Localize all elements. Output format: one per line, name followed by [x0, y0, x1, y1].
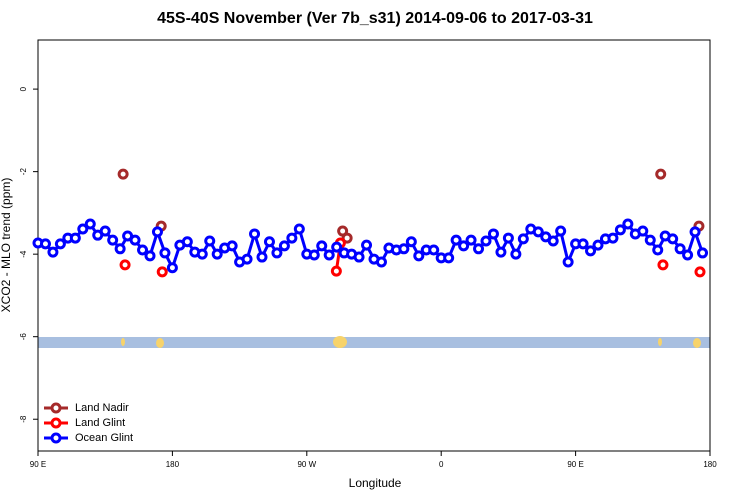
data-point	[77, 223, 89, 235]
data-point	[69, 232, 81, 244]
data-point	[547, 235, 559, 247]
data-point	[622, 218, 634, 230]
data-point	[361, 239, 373, 251]
legend-label: Ocean Glint	[75, 432, 133, 444]
data-point	[614, 224, 626, 236]
x-tick-label: 90 E	[30, 460, 46, 469]
data-point	[657, 259, 669, 271]
data-point	[502, 232, 514, 244]
legend-marker	[50, 402, 62, 414]
y-axis-label: XCO2 - MLO trend (ppm)	[0, 178, 13, 313]
data-point	[644, 234, 656, 246]
data-point	[443, 252, 455, 264]
data-point	[107, 234, 119, 246]
y-tick-label: 0	[19, 86, 28, 91]
data-point	[211, 248, 223, 260]
x-tick-label: 180	[166, 460, 180, 469]
data-point	[166, 262, 178, 274]
data-point	[480, 235, 492, 247]
data-point	[655, 168, 667, 180]
data-point	[510, 248, 522, 260]
legend-marker	[50, 417, 62, 429]
data-point	[256, 251, 268, 263]
data-point	[405, 236, 417, 248]
data-point	[674, 243, 686, 255]
data-point	[555, 225, 567, 237]
data-point	[249, 228, 261, 240]
data-point	[331, 241, 343, 253]
y-tick-label: -8	[19, 415, 28, 423]
data-point	[263, 236, 275, 248]
data-point	[577, 238, 589, 250]
surface-band	[38, 336, 710, 348]
data-point	[353, 251, 365, 263]
data-point	[47, 246, 59, 258]
data-point	[682, 249, 694, 261]
data-point	[241, 253, 253, 265]
data-point	[562, 256, 574, 268]
x-tick-label: 90 W	[297, 460, 316, 469]
data-point	[293, 223, 305, 235]
data-point	[465, 234, 477, 246]
data-point	[694, 266, 706, 278]
data-point	[159, 247, 171, 259]
data-point	[271, 247, 283, 259]
data-point	[667, 233, 679, 245]
chart-title: 45S-40S November (Ver 7b_s31) 2014-09-06…	[157, 10, 593, 27]
data-point	[99, 225, 111, 237]
data-point	[286, 232, 298, 244]
y-tick-label: -6	[19, 333, 28, 341]
data-point	[330, 265, 342, 277]
data-point	[652, 244, 664, 256]
legend-label: Land Glint	[75, 417, 125, 429]
data-point	[114, 243, 126, 255]
data-point	[278, 240, 290, 252]
data-point	[341, 232, 353, 244]
legend-marker	[50, 432, 62, 444]
data-point	[119, 259, 131, 271]
data-point	[517, 233, 529, 245]
data-point	[607, 232, 619, 244]
x-tick-label: 90 E	[567, 460, 583, 469]
data-point	[129, 234, 141, 246]
data-point	[450, 234, 462, 246]
data-point	[398, 243, 410, 255]
data-point	[487, 228, 499, 240]
y-tick-label: -2	[19, 168, 28, 176]
data-point	[428, 244, 440, 256]
data-point	[637, 225, 649, 237]
x-tick-label: 180	[703, 460, 717, 469]
data-point	[473, 243, 485, 255]
data-point	[156, 266, 168, 278]
data-point	[144, 250, 156, 262]
x-axis-label: Longitude	[349, 476, 402, 490]
data-point	[697, 247, 709, 259]
data-point	[316, 240, 328, 252]
data-point	[151, 226, 163, 238]
data-point	[117, 168, 129, 180]
data-point	[308, 249, 320, 261]
data-point	[226, 240, 238, 252]
data-point	[54, 238, 66, 250]
y-tick-label: -4	[19, 250, 28, 258]
data-point	[204, 235, 216, 247]
data-point	[458, 240, 470, 252]
data-point	[375, 256, 387, 268]
data-point	[181, 236, 193, 248]
data-point	[323, 249, 335, 261]
data-point	[413, 250, 425, 262]
data-point	[592, 239, 604, 251]
data-point	[196, 248, 208, 260]
data-point	[84, 218, 96, 230]
data-point	[495, 246, 507, 258]
data-point	[689, 226, 701, 238]
data-point	[39, 238, 51, 250]
data-point	[137, 244, 149, 256]
legend-label: Land Nadir	[75, 402, 129, 414]
x-tick-label: 0	[439, 460, 444, 469]
data-point	[585, 245, 597, 257]
data-point	[532, 226, 544, 238]
